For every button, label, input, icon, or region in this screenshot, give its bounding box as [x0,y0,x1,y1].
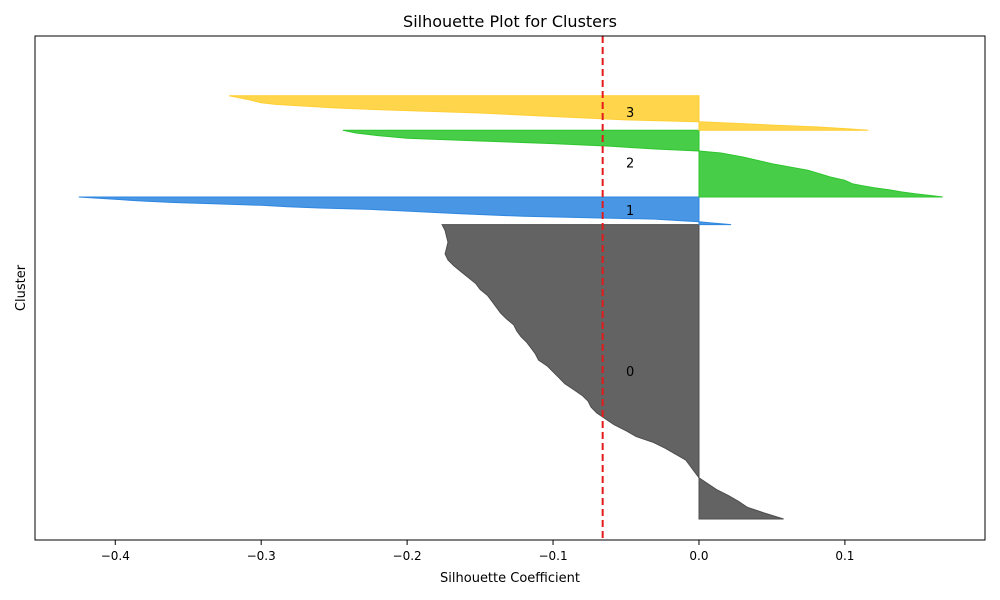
x-tick-label: 0.0 [689,549,708,563]
x-tick-label: −0.1 [538,549,567,563]
cluster-0-label: 0 [626,365,634,380]
plot-areas [78,95,943,520]
cluster-1-area [78,196,732,226]
cluster-3-label: 3 [626,106,634,121]
x-tick-label: −0.4 [101,549,130,563]
cluster-2-area [342,129,943,198]
cluster-3-area [229,95,869,131]
cluster-0-area [441,224,784,520]
plot-frame [34,35,986,541]
x-tick-label: 0.1 [835,549,854,563]
y-axis-label: Cluster [14,264,29,311]
x-tick-label: −0.3 [247,549,276,563]
cluster-labels: 0 1 2 3 [626,106,634,380]
cluster-1-label: 1 [626,204,634,219]
x-axis-label: Silhouette Coefficient [440,571,580,586]
cluster-2-label: 2 [626,157,634,172]
x-axis-ticks: −0.4 −0.3 −0.2 −0.1 0.0 0.1 [101,540,854,563]
chart-title: Silhouette Plot for Clusters [403,12,617,31]
x-tick-label: −0.2 [393,549,422,563]
